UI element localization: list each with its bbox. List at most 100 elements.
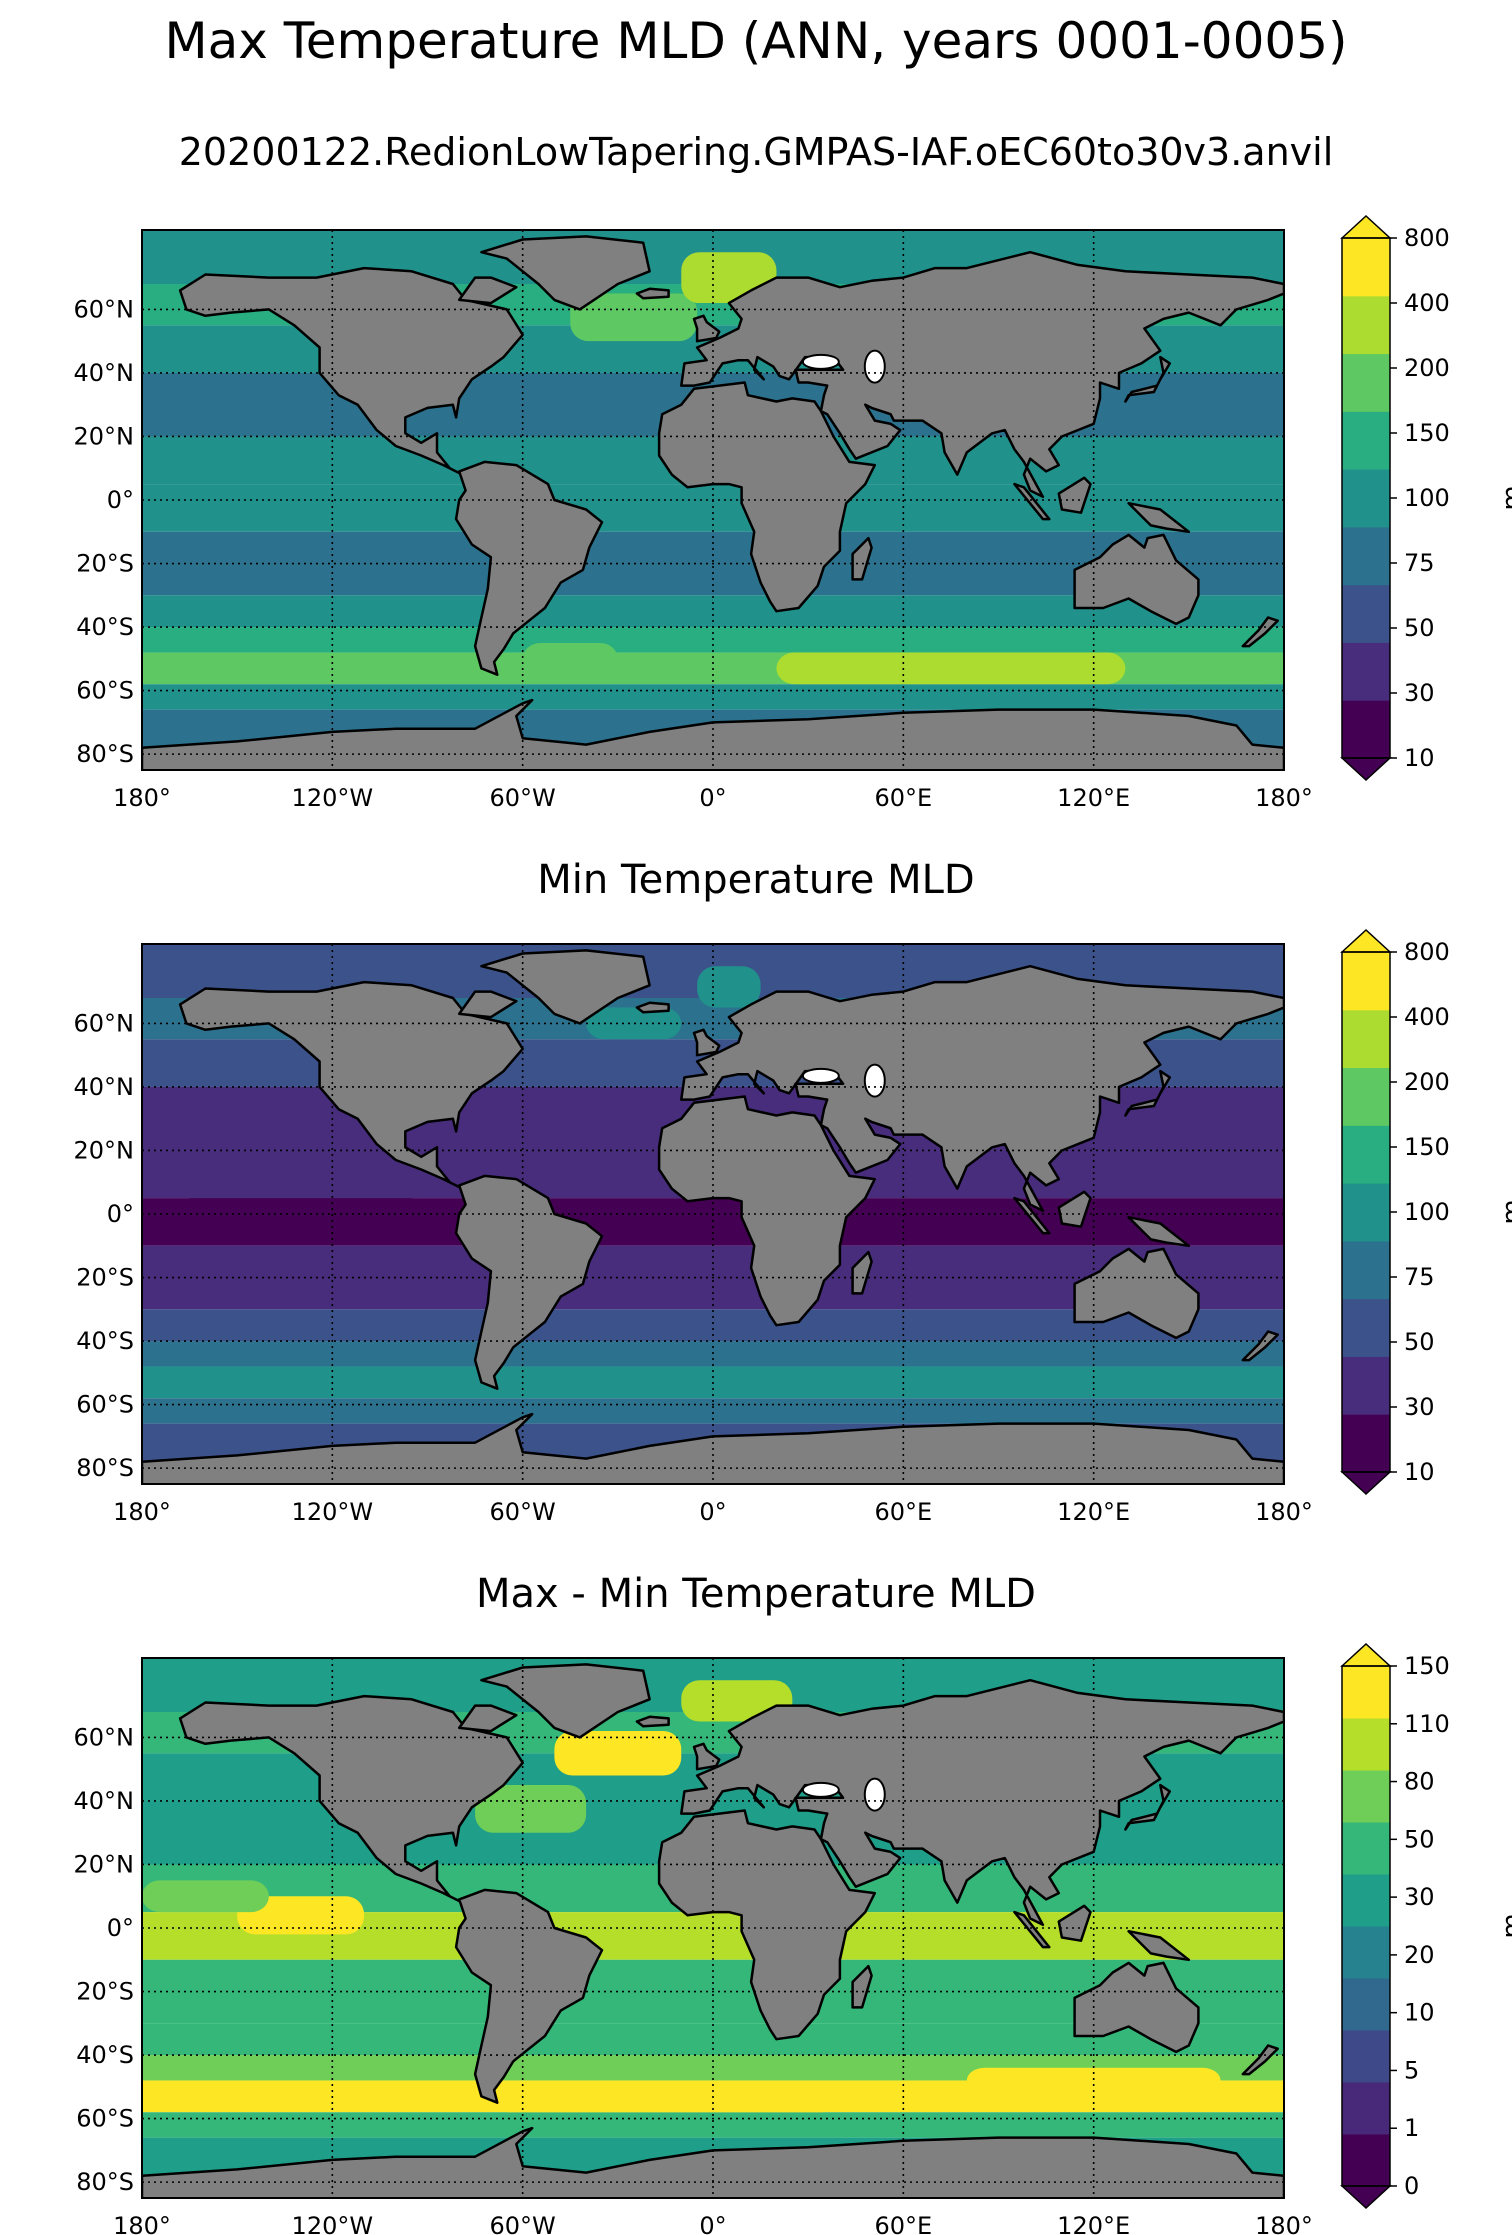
land-borneo <box>1057 1190 1092 1228</box>
map-frame <box>141 229 1285 771</box>
land-north-america <box>178 266 524 476</box>
caspian-sea <box>863 349 886 384</box>
land-great-britain <box>692 1742 721 1771</box>
y-tick-label: 40°S <box>76 613 134 641</box>
colorbar-tick-label: 200 <box>1404 1068 1450 1096</box>
land-south-america <box>454 1888 604 2104</box>
colorbar: 10 30 50 75 100 150 200 400 800 m <box>1340 214 1512 782</box>
x-tick-label: 60°E <box>874 1498 932 1526</box>
land-iceland <box>635 287 670 300</box>
colorbar-tick-label: 110 <box>1404 1710 1450 1738</box>
colorbar-extend-min <box>1340 1471 1392 1496</box>
map-panel-1: 180° 120°W 60°W 0° 60°E 120°E 180° 60°N 40°N 20°N… <box>74 214 1512 812</box>
land-south-america <box>454 1174 604 1390</box>
colorbar-tick-label: 30 <box>1404 1883 1435 1911</box>
y-tick-label: 40°N <box>74 1073 135 1101</box>
x-tick-label: 180° <box>1255 784 1313 812</box>
black-sea <box>801 1067 840 1084</box>
y-tick-label: 80°S <box>76 740 134 768</box>
colorbar-segment <box>1342 469 1390 528</box>
colorbar-label: m <box>1497 1199 1512 1224</box>
mld-patch <box>475 1785 587 1833</box>
land-sumatra <box>1013 1196 1051 1235</box>
land-australia <box>1073 1961 1200 2054</box>
colorbar-tick-label: 0 <box>1404 2172 1419 2200</box>
colorbar-segment <box>1342 2134 1390 2187</box>
colorbar-tick-label: 75 <box>1404 549 1435 577</box>
land-great-britain <box>692 314 721 343</box>
caspian-sea <box>863 1063 886 1098</box>
colorbar-tick-label: 80 <box>1404 1768 1435 1796</box>
land-australia <box>1073 1247 1200 1340</box>
land-japan <box>1124 1069 1172 1117</box>
x-tick-label: 60°W <box>490 784 556 812</box>
land-north-america <box>178 980 524 1190</box>
mld-patch <box>522 642 618 675</box>
land-iceland <box>635 1715 670 1728</box>
map-frame <box>141 1657 1285 2199</box>
colorbar-extend-max <box>1340 1642 1392 1667</box>
x-tick-label: 60°E <box>874 784 932 812</box>
y-tick-label: 60°N <box>74 295 135 323</box>
land-madagascar <box>851 536 873 581</box>
mld-patch <box>554 1731 682 1776</box>
land-borneo <box>1057 1904 1092 1942</box>
colorbar-tick-label: 10 <box>1404 1999 1435 2027</box>
ocean-field <box>142 230 1284 770</box>
colorbar: 0 1 5 10 20 30 50 80 110 150 m <box>1340 1642 1512 2210</box>
y-tick-label: 0° <box>107 1200 134 1228</box>
x-tick-label: 180° <box>113 784 171 812</box>
colorbar-tick-label: 50 <box>1404 1825 1435 1853</box>
ocean-field <box>142 944 1284 1484</box>
colorbar-segment <box>1342 238 1390 297</box>
land-new-guinea <box>1127 1929 1191 1962</box>
colorbar-tick-label: 800 <box>1404 224 1450 252</box>
colorbar-tick-label: 10 <box>1404 1458 1435 1486</box>
figure-title: Max Temperature MLD (ANN, years 0001-000… <box>164 12 1348 70</box>
y-tick-label: 80°S <box>76 2168 134 2196</box>
y-tick-label: 60°S <box>76 677 134 705</box>
mld-patch <box>173 1198 428 1230</box>
colorbar-tick-label: 150 <box>1404 419 1450 447</box>
x-tick-label: 0° <box>699 784 726 812</box>
colorbar-segment <box>1342 1067 1390 1126</box>
x-tick-label: 120°E <box>1057 784 1130 812</box>
land-baffin <box>457 276 518 305</box>
colorbar-tick-label: 50 <box>1404 1328 1435 1356</box>
x-tick-label: 120°W <box>292 784 374 812</box>
colorbar-segment <box>1342 1183 1390 1242</box>
colorbar-segment <box>1342 1414 1390 1473</box>
black-sea <box>801 353 840 370</box>
x-tick-label: 0° <box>699 2212 726 2235</box>
colorbar-label: m <box>1497 485 1512 510</box>
colorbar-segment <box>1342 295 1390 355</box>
colorbar-segment <box>1342 1926 1390 1979</box>
colorbar-extend-max <box>1340 214 1392 239</box>
figure-subtitle: 20200122.RedionLowTapering.GMPAS-IAF.oEC… <box>178 130 1334 174</box>
map-frame <box>141 943 1285 1485</box>
land-north-america <box>178 1694 524 1904</box>
colorbar-tick-label: 200 <box>1404 354 1450 382</box>
colorbar-segment <box>1342 952 1390 1011</box>
land-iceland <box>635 1001 670 1014</box>
x-tick-label: 180° <box>1255 2212 1313 2235</box>
panel-3-title: Max - Min Temperature MLD <box>476 1571 1036 1617</box>
x-tick-label: 180° <box>1255 1498 1313 1526</box>
colorbar-tick-label: 75 <box>1404 1263 1435 1291</box>
colorbar-extend-min <box>1340 757 1392 782</box>
ocean-field <box>142 1658 1284 2198</box>
colorbar-tick-label: 10 <box>1404 744 1435 772</box>
colorbar-segment <box>1342 642 1390 701</box>
colorbar-segment <box>1342 700 1390 759</box>
colorbar-segment <box>1342 526 1390 586</box>
x-tick-label: 120°W <box>292 1498 374 1526</box>
mld-patch <box>776 652 1126 685</box>
panel-2-title: Min Temperature MLD <box>537 857 975 903</box>
x-tick-label: 60°E <box>874 2212 932 2235</box>
colorbar-segment <box>1342 411 1390 470</box>
colorbar-tick-label: 800 <box>1404 938 1450 966</box>
y-tick-label: 20°N <box>74 1850 135 1878</box>
y-tick-label: 40°S <box>76 2041 134 2069</box>
mld-patch <box>697 966 761 1008</box>
